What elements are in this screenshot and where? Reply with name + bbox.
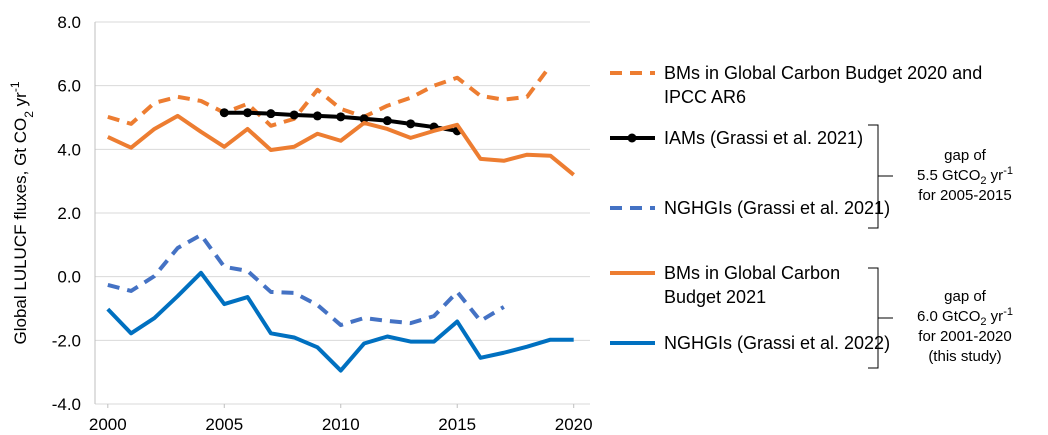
annotation-text: 6.0 GtCO	[917, 308, 981, 325]
data-point	[382, 116, 392, 126]
annotation-text: yr	[986, 167, 1004, 184]
annotation-text: 2	[980, 316, 987, 328]
x-tick-label: 2000	[89, 415, 127, 434]
x-tick-label: 2010	[322, 415, 360, 434]
series-line	[106, 270, 574, 373]
annotation-text: yr	[986, 308, 1004, 325]
annotation-text: for 2001-2020	[918, 328, 1012, 345]
legend-marker	[627, 133, 637, 143]
data-point	[359, 114, 369, 124]
annotation-text: 2	[980, 175, 987, 187]
annotation-line: gap of	[900, 287, 1030, 307]
y-tick-label: 0.0	[57, 268, 81, 287]
annotation-text: for 2005-2015	[918, 187, 1012, 204]
annotation-line: (this study)	[900, 347, 1030, 367]
data-point	[336, 112, 346, 122]
data-point	[312, 111, 322, 121]
x-tick-label: 2015	[438, 415, 476, 434]
annotation-line: for 2005-2015	[900, 186, 1030, 206]
annotation-line: 6.0 GtCO2 yr-1	[900, 306, 1030, 328]
data-point	[289, 110, 299, 120]
annotation-text: -1	[1003, 306, 1013, 318]
series-line	[107, 64, 553, 128]
annotation-text: gap of	[944, 288, 986, 305]
bracket	[868, 124, 893, 229]
y-tick-label: 4.0	[57, 140, 81, 159]
x-tick-label: 2005	[205, 415, 243, 434]
annotation-line: for 2001-2020	[900, 327, 1030, 347]
brackets	[868, 124, 893, 369]
y-tick-label: 6.0	[57, 77, 81, 96]
series-line	[106, 113, 575, 177]
y-tick-label: 8.0	[57, 13, 81, 32]
data-point	[219, 108, 229, 118]
y-tick-label: -4.0	[52, 395, 81, 414]
annotation: gap of 5.5 GtCO2 yr-1 for 2005-2015	[900, 146, 1030, 206]
legend-label: NGHGIs (Grassi et al. 2022)	[664, 333, 891, 353]
annotation-text: 5.5 GtCO	[917, 167, 981, 184]
x-tick-label: 2020	[555, 415, 593, 434]
annotation-text: gap of	[944, 147, 986, 164]
annotation-text: -1	[1003, 165, 1013, 177]
y-label-part: -1	[8, 81, 22, 92]
y-axis-label: Global LULUCF fluxes, Gt CO2 yr-1	[8, 81, 36, 344]
y-label-part: Global LULUCF fluxes, Gt CO	[11, 118, 30, 345]
legend-label: BMs in Global Carbon Budget 2020 and IPC…	[664, 63, 983, 107]
y-label-part: yr	[11, 92, 30, 111]
legend-label: BMs in Global Carbon Budget 2021	[664, 263, 841, 307]
series-line	[107, 232, 505, 328]
bracket	[868, 267, 893, 369]
annotation-text: (this study)	[928, 348, 1002, 365]
y-tick-label: 2.0	[57, 204, 81, 223]
legend-label: IAMs (Grassi et al. 2021)	[664, 128, 864, 148]
annotation: gap of 6.0 GtCO2 yr-1 for 2001-2020 (this s…	[900, 287, 1030, 367]
data-point	[243, 108, 253, 118]
data-point	[266, 109, 276, 119]
annotation-line: gap of	[900, 146, 1030, 166]
y-label-part: 2	[22, 111, 36, 118]
data-point	[406, 119, 416, 129]
legend-label: NGHGIs (Grassi et al. 2021)	[664, 198, 891, 218]
y-tick-label: -2.0	[52, 331, 81, 350]
annotation-line: 5.5 GtCO2 yr-1	[900, 165, 1030, 187]
